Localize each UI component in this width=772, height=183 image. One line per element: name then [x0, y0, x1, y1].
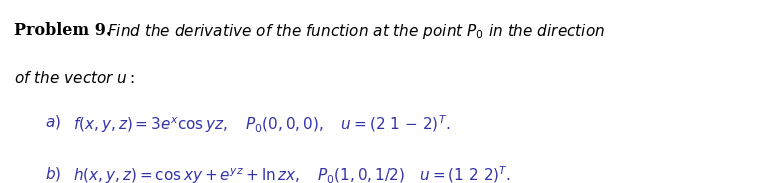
Text: Problem 9.: Problem 9. — [14, 22, 111, 39]
Text: $\mathit{a)}$: $\mathit{a)}$ — [45, 113, 61, 131]
Text: $\mathit{Find\ the\ derivative\ of\ the\ function\ at\ the\ point}$$\ P_{\mathit: $\mathit{Find\ the\ derivative\ of\ the\… — [107, 22, 604, 41]
Text: $\mathit{of\ the\ vector}\ u\mathit{:}$: $\mathit{of\ the\ vector}\ u\mathit{:}$ — [14, 70, 135, 85]
Text: $\mathit{b)}$: $\mathit{b)}$ — [45, 165, 61, 183]
Text: $f(x, y, z) = 3e^x\cos yz,\quad P_0(0, 0, 0),\quad u = (2\ 1\ {-}\ 2)^T.$: $f(x, y, z) = 3e^x\cos yz,\quad P_0(0, 0… — [73, 113, 451, 135]
Text: $h(x, y, z) = \cos xy + e^{yz} + \ln zx,\quad P_0(1, 0, 1/2)\quad u = (1\ 2\ 2)^: $h(x, y, z) = \cos xy + e^{yz} + \ln zx,… — [73, 165, 512, 183]
